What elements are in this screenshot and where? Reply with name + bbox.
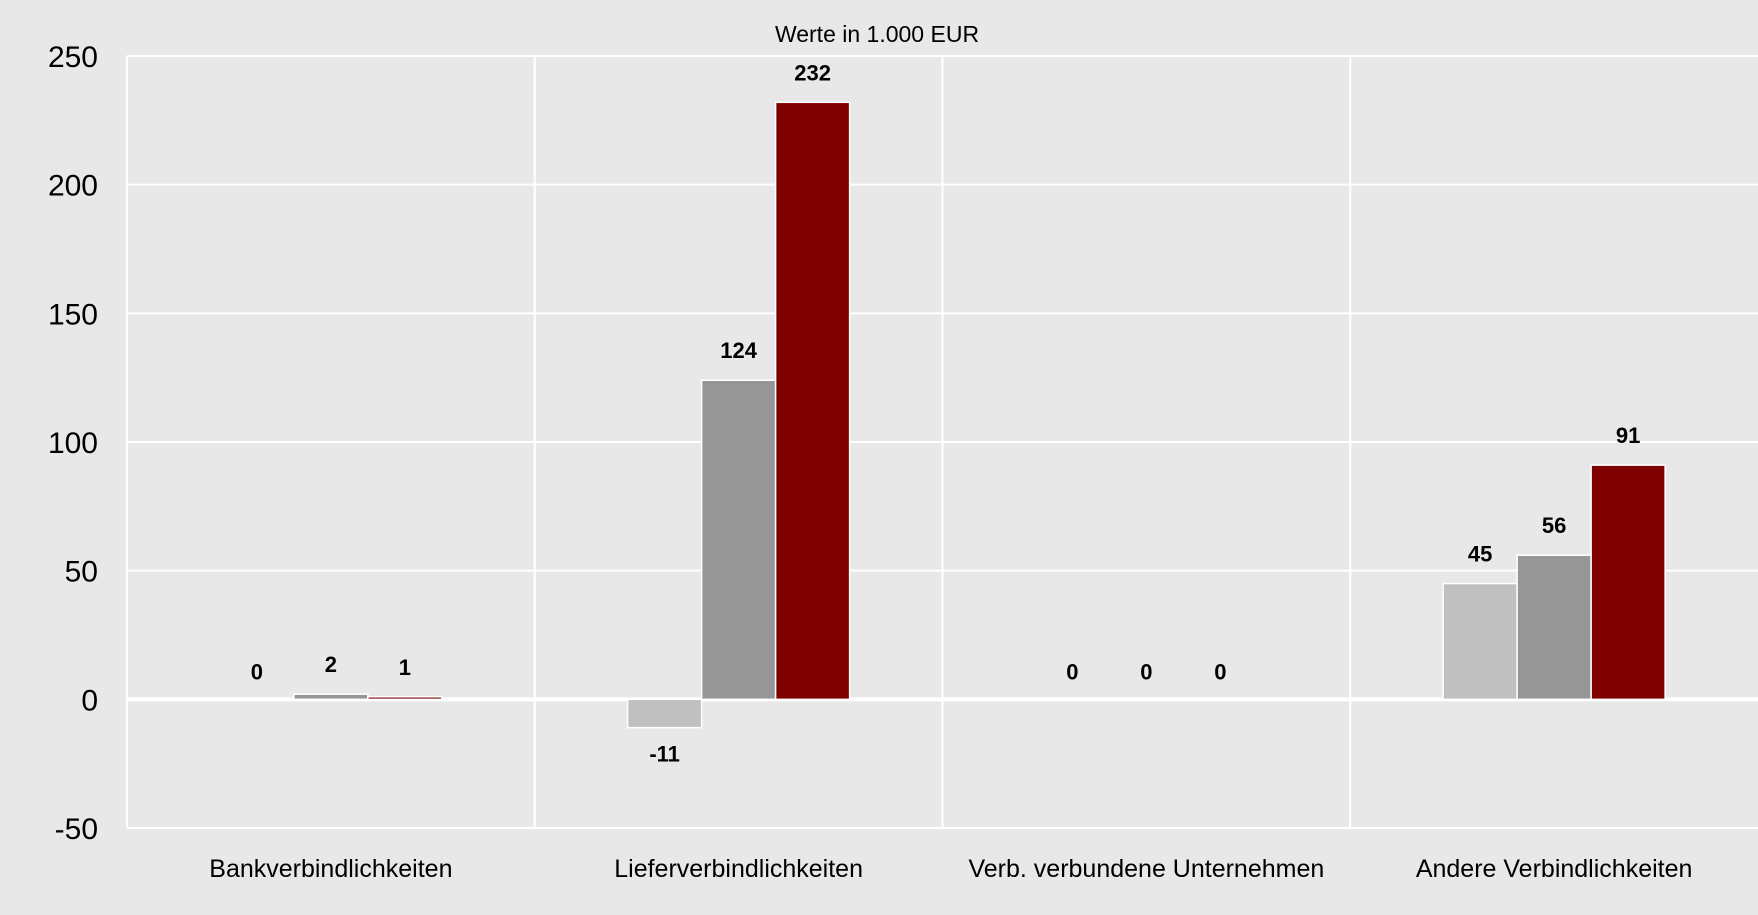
x-tick-label: Bankverbindlichkeiten	[209, 855, 452, 883]
chart-title: Werte in 1.000 EUR	[775, 21, 979, 47]
bar	[1516, 554, 1592, 701]
bar	[367, 696, 443, 701]
labels-layer: 250 200 150 100 50 0 -50 0 2 1 Bankverbindlichkeit…	[48, 41, 1692, 883]
bar	[1442, 582, 1518, 701]
bar	[293, 693, 369, 701]
data-label: 0	[1066, 659, 1078, 684]
data-label: 45	[1468, 542, 1492, 567]
data-label: 0	[1140, 659, 1152, 684]
y-tick-label: 250	[48, 41, 98, 74]
data-label: 1	[399, 655, 411, 680]
data-label: 56	[1542, 513, 1566, 538]
bar	[1590, 464, 1666, 701]
data-label: 124	[720, 338, 757, 363]
data-label: 0	[1214, 659, 1226, 684]
data-label: 91	[1616, 423, 1640, 448]
x-tick-label: Andere Verbindlichkeiten	[1416, 855, 1693, 883]
bar	[626, 698, 703, 729]
y-tick-label: 50	[65, 556, 98, 589]
data-label: -11	[649, 742, 680, 767]
y-tick-label: 200	[48, 170, 98, 203]
bar	[700, 379, 777, 701]
y-tick-label: -50	[55, 813, 98, 846]
x-tick-label: Lieferverbindlichkeiten	[614, 855, 863, 883]
y-tick-label: 150	[48, 298, 98, 331]
bars-layer	[219, 101, 1666, 729]
data-label: 2	[325, 652, 337, 677]
x-tick-label: Verb. verbundene Unternehmen	[968, 855, 1324, 883]
data-label: 0	[251, 659, 263, 684]
bar	[774, 101, 851, 701]
data-label: 232	[794, 60, 831, 85]
y-tick-label: 100	[48, 427, 98, 460]
y-tick-label: 0	[81, 684, 98, 717]
